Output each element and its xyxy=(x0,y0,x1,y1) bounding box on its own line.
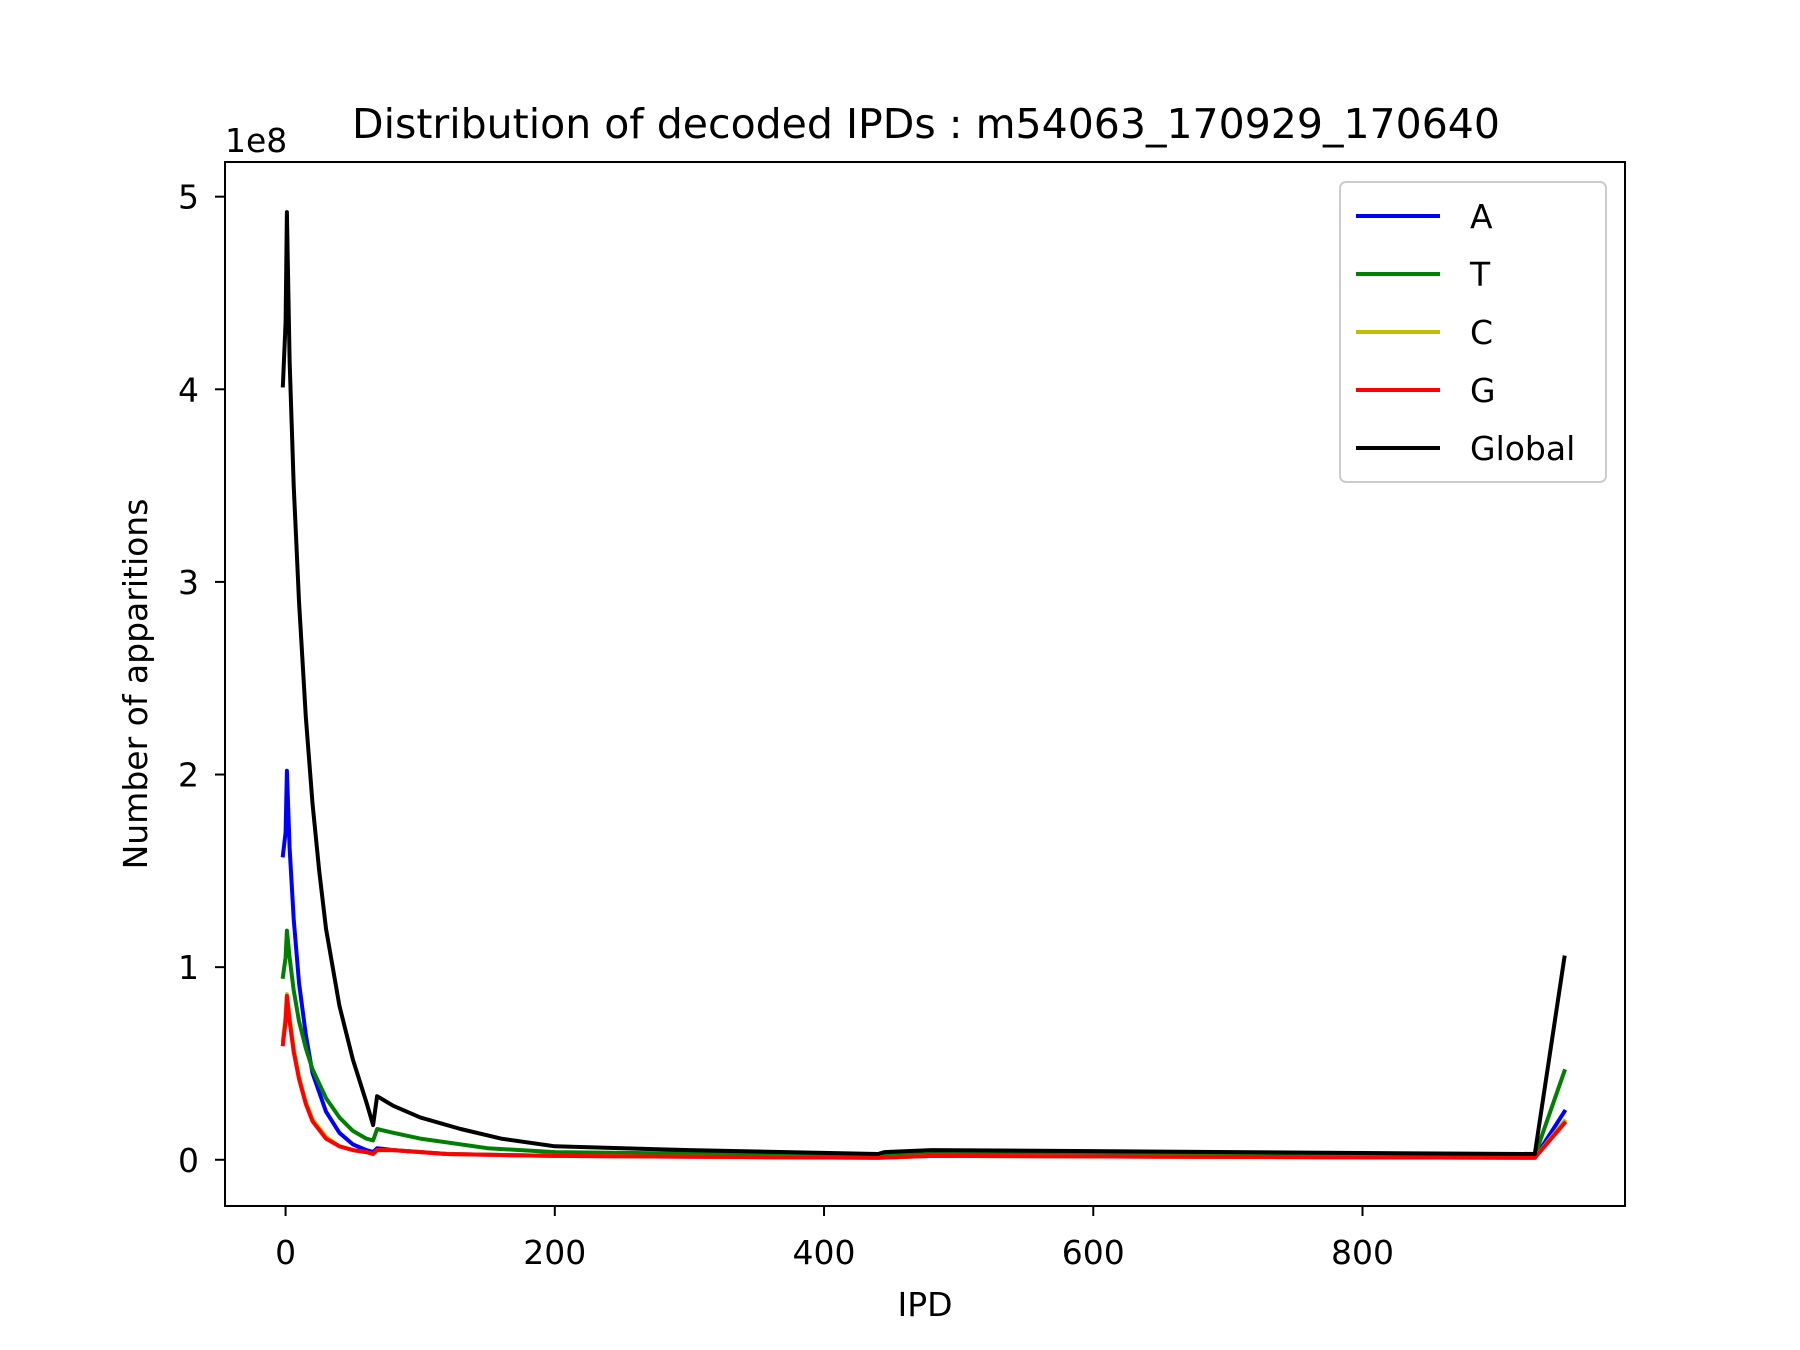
y-tick-label: 5 xyxy=(178,178,199,217)
series-layer xyxy=(280,210,1568,1160)
legend-label-a: A xyxy=(1470,197,1493,236)
y-tick-label: 2 xyxy=(178,756,199,795)
chart-title: Distribution of decoded IPDs : m54063_17… xyxy=(352,100,1500,148)
x-tick-label: 400 xyxy=(793,1233,856,1272)
x-tick-label: 600 xyxy=(1062,1233,1125,1272)
x-axis-ticks: 0 200 400 600 800 xyxy=(275,1206,1394,1272)
x-tick-label: 200 xyxy=(523,1233,586,1272)
legend-label-t: T xyxy=(1469,255,1491,294)
plot-frame xyxy=(224,161,1626,1207)
y-tick-label: 1 xyxy=(178,948,199,987)
x-axis-label: IPD xyxy=(897,1285,952,1324)
y-offset-text: 1e8 xyxy=(225,121,287,160)
y-tick-label: 0 xyxy=(178,1141,199,1180)
y-tick-label: 4 xyxy=(178,370,199,409)
legend-label-global: Global xyxy=(1470,429,1575,468)
x-tick-label: 800 xyxy=(1331,1233,1394,1272)
legend-label-c: C xyxy=(1470,313,1493,352)
series-line-g xyxy=(280,994,1568,1160)
x-tick-label: 0 xyxy=(275,1233,296,1272)
legend-frame xyxy=(1339,181,1607,483)
y-tick-label: 3 xyxy=(178,563,199,602)
y-axis-ticks: 0 1 2 3 4 5 xyxy=(178,178,225,1180)
series-line-t xyxy=(280,928,1567,1158)
series-line-global xyxy=(280,210,1567,1156)
legend-label-g: G xyxy=(1470,371,1496,410)
y-axis-label: Number of apparitions xyxy=(116,499,155,870)
